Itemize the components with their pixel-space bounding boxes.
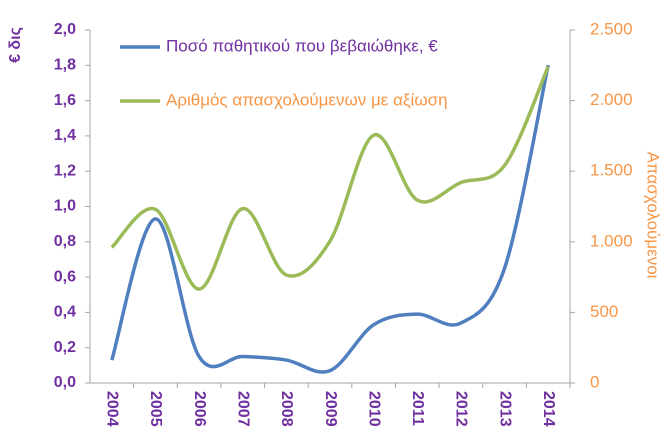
x-tick-label: 2010 (365, 391, 382, 427)
line-series (110, 66, 550, 291)
x-tick-label: 2006 (191, 391, 208, 427)
line-series (110, 64, 550, 374)
x-tick-label: 2005 (147, 391, 164, 427)
x-tick-label: 2011 (409, 391, 426, 426)
legend-label: Ποσό παθητικού που βεβαιώθηκε, € (166, 36, 438, 55)
y-tick-label: 0,0 (54, 374, 76, 391)
x-tick-label: 2012 (453, 391, 470, 427)
y-tick-label: 1,6 (54, 92, 76, 109)
y-tick-label: 1,2 (54, 162, 76, 179)
y2-tick-label: 500 (590, 302, 618, 321)
y-tick-label: 0,4 (54, 304, 76, 321)
y2-tick-label: 1.500 (590, 161, 633, 180)
legend-label: Αριθμός απασχολούμενων με αξίωση (166, 90, 448, 109)
y-tick-label: 0,8 (54, 233, 76, 250)
x-tick-label: 2014 (540, 391, 557, 427)
y2-tick-label: 1.000 (590, 231, 633, 250)
x-tick-label: 2013 (496, 391, 513, 427)
y-tick-label: 1,8 (54, 57, 76, 74)
y2-tick-label: 0 (590, 372, 599, 391)
x-tick-label: 2004 (104, 391, 121, 427)
y2-tick-label: 2.500 (590, 19, 633, 38)
y-axis-label: € δις (7, 27, 24, 63)
y2-axis-label: Απασχολούμενοι (644, 152, 663, 279)
y-tick-label: 0,2 (54, 339, 76, 356)
y-tick-label: 2,0 (54, 21, 76, 38)
y-tick-label: 1,4 (54, 127, 76, 144)
y2-tick-label: 2.000 (590, 90, 633, 109)
x-tick-label: 2009 (322, 391, 339, 427)
y-tick-label: 0,6 (54, 268, 76, 285)
x-tick-label: 2008 (278, 391, 295, 427)
y-tick-label: 1,0 (54, 198, 76, 215)
x-tick-label: 2007 (234, 391, 251, 427)
